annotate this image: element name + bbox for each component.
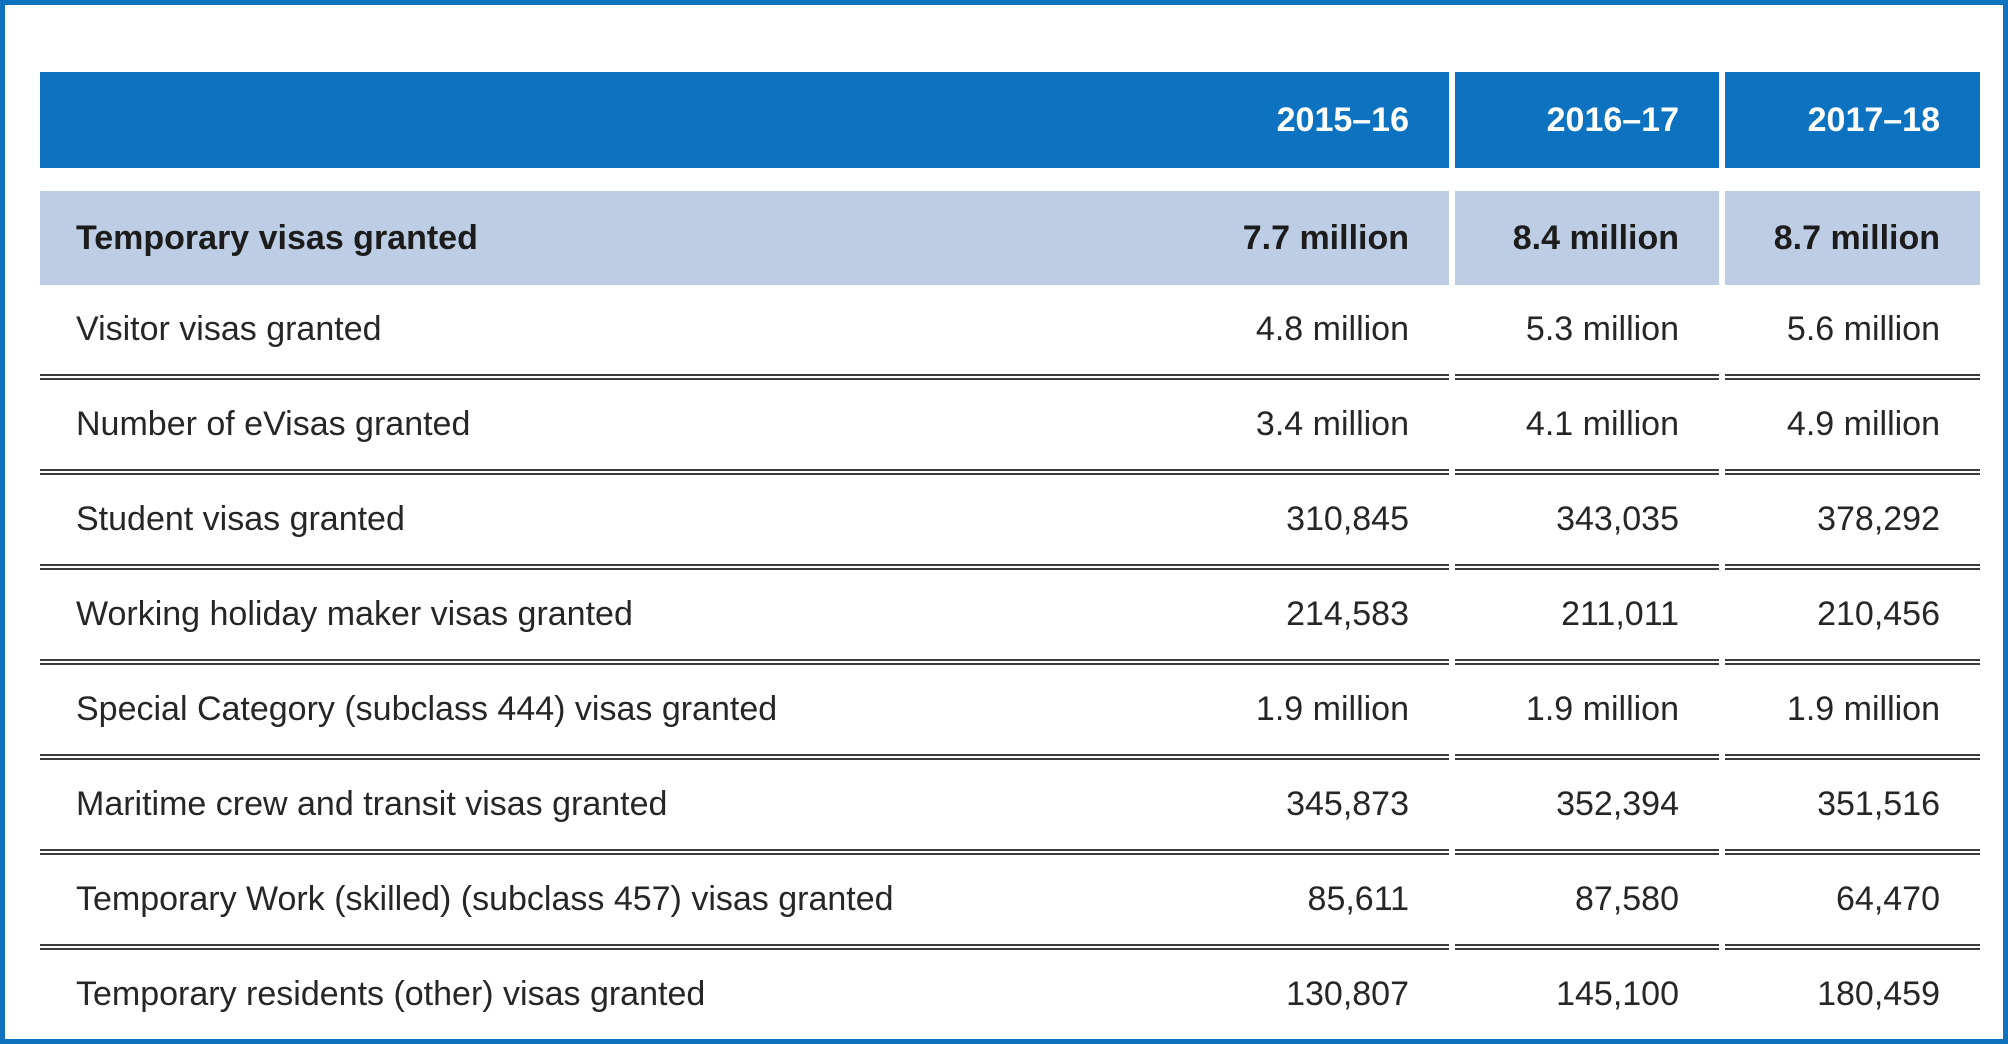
row-value-2016-17: 87,580	[1455, 855, 1719, 950]
table-row: Student visas granted 310,845 343,035 37…	[40, 475, 1980, 570]
row-value-2017-18: 210,456	[1725, 570, 1980, 665]
table-header-row: 2015–16 2016–17 2017–18	[40, 72, 1980, 168]
row-value-2016-17: 1.9 million	[1455, 665, 1719, 760]
row-main-cell: Student visas granted 310,845	[40, 475, 1449, 570]
table-row: Maritime crew and transit visas granted …	[40, 760, 1980, 855]
row-label: Maritime crew and transit visas granted	[76, 785, 668, 823]
row-label: Student visas granted	[76, 500, 405, 538]
row-main-cell: Maritime crew and transit visas granted …	[40, 760, 1449, 855]
row-value-2017-18: 4.9 million	[1725, 380, 1980, 475]
column-header-2015-16: 2015–16	[1276, 100, 1409, 139]
row-value-2015-16: 3.4 million	[1255, 405, 1409, 443]
header-body-gap	[40, 168, 1980, 191]
row-main-cell: Special Category (subclass 444) visas gr…	[40, 665, 1449, 760]
table-row: Temporary Work (skilled) (subclass 457) …	[40, 855, 1980, 950]
row-value-2015-16: 214,583	[1286, 595, 1409, 633]
row-value-2016-17: 5.3 million	[1455, 285, 1719, 380]
row-value-2016-17: 145,100	[1556, 974, 1679, 1013]
row-value-2015-16: 310,845	[1286, 500, 1409, 538]
row-value-2017-18: 351,516	[1725, 760, 1980, 855]
header-cell-label-and-2015-16: 2015–16	[40, 72, 1449, 168]
visa-statistics-table: 2015–16 2016–17 2017–18 Temporary visas …	[40, 72, 1980, 1038]
row-value-2016-17: 8.4 million	[1455, 191, 1719, 285]
table-row: Number of eVisas granted 3.4 million 4.1…	[40, 380, 1980, 475]
row-value-2017-18: 180,459	[1817, 974, 1940, 1013]
row-value-2015-16: 85,611	[1307, 880, 1409, 918]
row-value-2015-16: 1.9 million	[1255, 690, 1409, 728]
row-main-cell: Temporary residents (other) visas grante…	[40, 950, 1449, 1038]
summary-cell: Temporary visas granted 7.7 million	[40, 191, 1449, 285]
row-main-cell: Visitor visas granted 4.8 million	[40, 285, 1449, 380]
row-value-2016-17: 352,394	[1455, 760, 1719, 855]
row-value-2015-16: 7.7 million	[1242, 218, 1409, 257]
row-value-2017-18: 1.9 million	[1725, 665, 1980, 760]
row-label: Temporary visas granted	[76, 218, 478, 257]
row-value-2017-18: 8.7 million	[1725, 191, 1980, 285]
table-row: Special Category (subclass 444) visas gr…	[40, 665, 1980, 760]
row-value-2017-18: 378,292	[1725, 475, 1980, 570]
row-label: Working holiday maker visas granted	[76, 595, 633, 633]
row-label: Visitor visas granted	[76, 310, 382, 348]
row-main-cell: Number of eVisas granted 3.4 million	[40, 380, 1449, 475]
row-label: Temporary residents (other) visas grante…	[76, 974, 706, 1013]
row-main-cell: Working holiday maker visas granted 214,…	[40, 570, 1449, 665]
table-row: Visitor visas granted 4.8 million 5.3 mi…	[40, 285, 1980, 380]
table-row: Temporary residents (other) visas grante…	[40, 950, 1980, 1038]
table-row-temporary-visas-total: Temporary visas granted 7.7 million 8.4 …	[40, 191, 1980, 285]
column-header-2016-17: 2016–17	[1455, 72, 1719, 168]
row-value-2015-16: 345,873	[1286, 785, 1409, 823]
row-label: Number of eVisas granted	[76, 405, 471, 443]
row-value-2017-18: 5.6 million	[1725, 285, 1980, 380]
table-row: Working holiday maker visas granted 214,…	[40, 570, 1980, 665]
row-value-2016-17: 4.1 million	[1455, 380, 1719, 475]
row-label: Special Category (subclass 444) visas gr…	[76, 690, 778, 728]
row-main-cell: Temporary Work (skilled) (subclass 457) …	[40, 855, 1449, 950]
row-label: Temporary Work (skilled) (subclass 457) …	[76, 880, 894, 918]
row-value-2016-17: 343,035	[1455, 475, 1719, 570]
column-header-2017-18: 2017–18	[1725, 72, 1980, 168]
row-value-2017-18: 64,470	[1725, 855, 1980, 950]
row-value-2015-16: 130,807	[1286, 974, 1409, 1013]
row-value-2015-16: 4.8 million	[1255, 310, 1409, 348]
row-value-2016-17: 211,011	[1455, 570, 1719, 665]
